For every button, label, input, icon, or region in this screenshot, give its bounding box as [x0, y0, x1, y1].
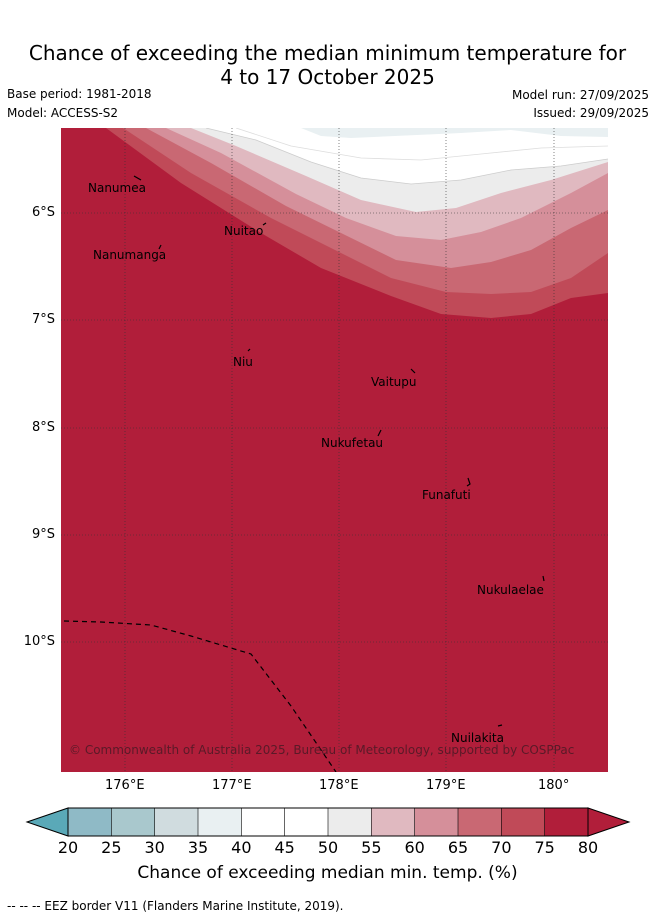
island-nanumea: [133, 175, 142, 181]
colorbar-tick: 80: [577, 838, 599, 857]
colorbar-cell: [154, 807, 199, 837]
colorbar: [25, 807, 631, 837]
colorbar-cell: [241, 807, 286, 837]
band-50: [206, 128, 608, 184]
island-nukufetau: [377, 429, 382, 437]
title-line-2: 4 to 17 October 2025: [220, 65, 435, 89]
y-tick-10s: 10°S: [23, 634, 55, 649]
x-tick-176: 176°E: [105, 778, 145, 793]
y-tick-9s: 9°S: [31, 527, 55, 542]
model-name: Model: ACCESS-S2: [7, 106, 119, 120]
forecast-map: Nanumea Nanumanga Nuitao Niu Vaitupu Nuk…: [61, 128, 608, 772]
island-nanumanga: [158, 244, 162, 250]
x-tick-178: 178°E: [319, 778, 359, 793]
label-funafuti: Funafuti: [422, 488, 471, 502]
label-vaitupu: Vaitupu: [371, 375, 417, 389]
colorbar-cell: [111, 807, 156, 837]
island-niu: [247, 348, 251, 352]
issued-date: Issued: 29/09/2025: [533, 106, 649, 120]
x-tick-180: 180°: [538, 778, 570, 793]
colorbar-cell: [327, 807, 373, 837]
colorbar-under-arrow: [25, 807, 69, 837]
map-title: Chance of exceeding the median minimum t…: [0, 41, 655, 89]
band-40: [301, 128, 608, 138]
colorbar-tick: 45: [274, 838, 295, 857]
y-tick-8s: 8°S: [31, 420, 55, 435]
island-nuitao: [262, 222, 267, 226]
colorbar-tick: 40: [231, 838, 252, 857]
y-tick-6s: 6°S: [31, 205, 55, 220]
colorbar-cell: [414, 807, 459, 837]
copyright-notice: © Commonwealth of Australia 2025, Bureau…: [69, 743, 574, 757]
label-nukufetau: Nukufetau: [321, 436, 383, 450]
colorbar-tick: 20: [57, 838, 79, 857]
x-tick-179: 179°E: [426, 778, 466, 793]
colorbar-tick: 35: [187, 838, 209, 857]
label-nanumea: Nanumea: [88, 181, 146, 195]
label-nukulaelae: Nukulaelae: [477, 583, 544, 597]
island-nuilakita: [497, 724, 503, 727]
base-period: Base period: 1981-2018: [7, 87, 152, 101]
island-nukulaelae: [542, 575, 545, 582]
islands: [133, 175, 545, 727]
colorbar-cell: [284, 807, 329, 837]
colorbar-tick: 70: [491, 838, 512, 857]
island-funafuti: [466, 477, 471, 487]
colorbar-tick: 50: [317, 838, 339, 857]
label-niu: Niu: [233, 355, 253, 369]
label-nanumanga: Nanumanga: [93, 248, 166, 262]
colorbar-tick: 30: [144, 838, 165, 857]
colorbar-cell: [67, 807, 113, 837]
colorbar-tick: 55: [361, 838, 382, 857]
x-tick-177: 177°E: [212, 778, 252, 793]
colorbar-cell: [197, 807, 243, 837]
colorbar-cell: [501, 807, 546, 837]
colorbar-tick: 75: [534, 838, 555, 857]
colorbar-tick: 25: [101, 838, 122, 857]
colorbar-cell: [371, 807, 416, 837]
colorbar-cell: [544, 807, 589, 837]
colorbar-tick: 60: [404, 838, 425, 857]
colorbar-tick: 65: [447, 838, 469, 857]
y-tick-7s: 7°S: [31, 312, 55, 327]
eez-footnote: -- -- -- EEZ border V11 (Flanders Marine…: [7, 899, 344, 913]
colorbar-cell: [457, 807, 503, 837]
model-run: Model run: 27/09/2025: [511, 88, 649, 102]
label-nuilakita: Nuilakita: [451, 731, 504, 745]
grid: [61, 128, 608, 772]
eez-border: [63, 620, 337, 772]
label-nuitao: Nuitao: [224, 224, 263, 238]
colorbar-over-arrow: [587, 807, 631, 837]
title-line-1: Chance of exceeding the median minimum t…: [28, 41, 627, 65]
colorbar-label: Chance of exceeding median min. temp. (%…: [137, 863, 518, 883]
island-vaitupu: [410, 368, 416, 374]
